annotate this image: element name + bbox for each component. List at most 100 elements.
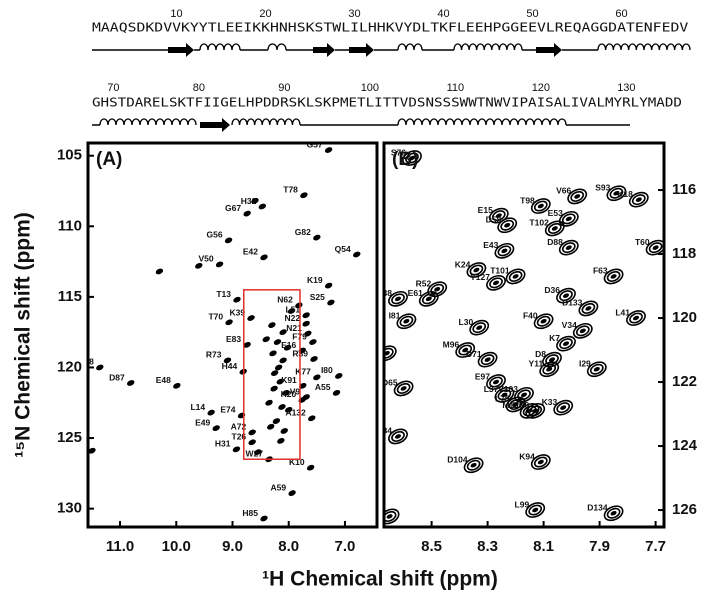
- peak: [237, 412, 246, 419]
- peak-shape: [528, 405, 543, 417]
- peak: [353, 251, 361, 258]
- peak-shape: [173, 382, 181, 389]
- peak-shape: [528, 504, 543, 516]
- peak-shape: [425, 296, 432, 302]
- peak-label: L84: [377, 426, 392, 436]
- peak-label: H31: [215, 439, 231, 449]
- peak-label: E48: [156, 375, 171, 385]
- peak: [88, 447, 96, 454]
- plot-area: S76 S93 V66 K18 T98 E15 E53 D58 T102 D88 T60 E43 K24…: [366, 147, 664, 525]
- peak: [505, 268, 526, 285]
- peak-shape: [279, 329, 287, 336]
- peak-shape: [466, 459, 481, 471]
- peak-label: D87: [109, 372, 125, 382]
- peak-shape: [558, 239, 579, 256]
- peak-shape: [581, 302, 596, 314]
- peak-label: D133: [562, 298, 583, 308]
- peak-shape: [466, 262, 487, 278]
- peak-shape: [258, 203, 267, 210]
- peak-shape: [324, 147, 333, 153]
- y-tick-label: 130: [57, 500, 82, 517]
- residue-number: 120: [532, 82, 550, 94]
- x-tick-label: 8.3: [477, 538, 498, 555]
- peak-label: A72: [231, 422, 247, 432]
- peak-shape: [267, 423, 275, 430]
- strand: [200, 118, 230, 132]
- peak: [306, 464, 315, 471]
- peak-shape: [547, 222, 562, 234]
- peak-shape: [353, 251, 361, 258]
- x-tick-label: 8.1: [533, 538, 554, 555]
- peak-label: T101: [490, 266, 510, 276]
- peak-shape: [155, 268, 164, 275]
- peak-label: V9: [290, 386, 301, 396]
- peak: [96, 364, 104, 371]
- peak-shape: [393, 380, 414, 397]
- peak-shape: [279, 357, 287, 364]
- peak-shape: [386, 514, 393, 519]
- peak-shape: [232, 446, 241, 453]
- peak: [525, 502, 546, 518]
- peak-shape: [556, 287, 576, 304]
- peak-shape: [272, 418, 281, 424]
- peak-shape: [477, 351, 498, 368]
- peak-shape: [514, 386, 534, 403]
- strand: [349, 43, 374, 57]
- peak-shape: [270, 385, 278, 392]
- peak-label: H20: [281, 389, 297, 399]
- residue-number: 10: [170, 8, 182, 20]
- helix: [597, 43, 691, 51]
- peak-shape: [532, 408, 539, 414]
- peak: [586, 361, 607, 378]
- peak-shape: [501, 248, 508, 254]
- peak: [302, 320, 310, 327]
- peak: [572, 322, 593, 339]
- peak-shape: [492, 379, 500, 385]
- peak-shape: [233, 296, 241, 303]
- peak-shape: [539, 361, 560, 378]
- peak: [300, 192, 308, 199]
- peak-shape: [283, 344, 292, 351]
- peak-shape: [280, 428, 288, 434]
- peak: [224, 237, 233, 244]
- peak: [155, 268, 164, 275]
- peak-shape: [652, 245, 659, 250]
- peak: [324, 147, 333, 153]
- peak-shape: [525, 502, 546, 518]
- helix: [99, 118, 197, 126]
- peak-label: E64: [366, 342, 381, 352]
- peak-shape: [195, 262, 203, 269]
- y-tick-label: 126: [672, 501, 697, 518]
- peak-shape: [574, 194, 581, 199]
- peak-shape: [285, 406, 293, 413]
- peak-shape: [556, 335, 576, 352]
- peak: [287, 308, 296, 314]
- peak: [262, 336, 270, 343]
- strand: [536, 43, 562, 57]
- peak-shape: [313, 374, 321, 381]
- peak: [418, 290, 439, 307]
- peak-shape: [88, 447, 96, 454]
- residue-number: 110: [447, 82, 465, 94]
- panel-frame: [382, 141, 666, 529]
- peak-label: E97: [475, 371, 490, 381]
- peak-shape: [384, 508, 400, 525]
- peak-shape: [472, 322, 487, 334]
- peak-label: E42: [243, 247, 258, 257]
- peak: [533, 313, 554, 330]
- y-tick-label: 122: [672, 373, 697, 390]
- peak-shape: [288, 490, 296, 496]
- peak-shape: [512, 402, 519, 407]
- peak: [304, 330, 312, 337]
- peak: [567, 188, 588, 205]
- peak-shape: [278, 404, 286, 410]
- peak-shape: [606, 185, 627, 202]
- x-tick-label: 8.5: [421, 538, 442, 555]
- peak-shape: [473, 267, 480, 273]
- peak: [606, 185, 627, 202]
- peak-shape: [537, 203, 544, 209]
- peak-shape: [427, 281, 448, 298]
- peak: [247, 315, 255, 321]
- y-tick-label: 120: [57, 358, 82, 375]
- peak-shape: [508, 398, 523, 410]
